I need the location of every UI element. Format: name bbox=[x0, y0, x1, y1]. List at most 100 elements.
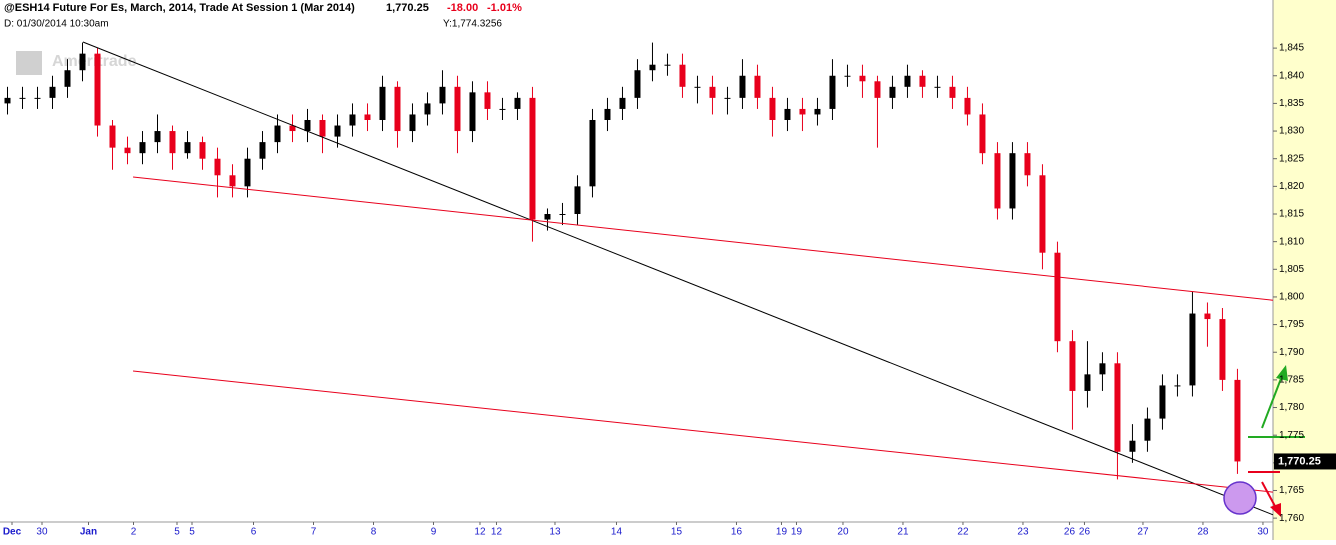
candle-body bbox=[49, 86, 56, 98]
x-tick-label: 12 bbox=[474, 527, 486, 538]
x-tick-label: 21 bbox=[897, 527, 909, 538]
candle-body bbox=[289, 125, 296, 132]
candle-body bbox=[634, 70, 641, 98]
candle-body bbox=[409, 114, 416, 132]
x-tick-label: 2 bbox=[131, 527, 137, 538]
last-price-box bbox=[1274, 453, 1336, 470]
candle-body bbox=[124, 147, 131, 154]
marks bbox=[4, 41, 1274, 516]
y-tick-label: 1,800 bbox=[1279, 292, 1304, 303]
watermark: Ameritrade bbox=[16, 51, 137, 75]
candle-body bbox=[259, 142, 266, 159]
candle-body bbox=[964, 97, 971, 115]
candle-body bbox=[4, 97, 11, 104]
candle-body bbox=[1069, 341, 1076, 391]
candle-body bbox=[589, 119, 596, 187]
candle-body bbox=[574, 186, 581, 214]
candle-body bbox=[244, 158, 251, 187]
candle-body bbox=[1129, 440, 1136, 452]
x-tick-label: 13 bbox=[549, 527, 561, 538]
x-tick-label: 23 bbox=[1017, 527, 1029, 538]
cursor-date: D: 01/30/2014 10:30am bbox=[4, 19, 109, 30]
candle-body bbox=[334, 125, 341, 137]
candle-body bbox=[619, 97, 626, 109]
up-arrow bbox=[1261, 375, 1283, 429]
candle-body bbox=[724, 97, 731, 99]
y-tick-label: 1,830 bbox=[1279, 126, 1304, 137]
candle-body bbox=[1054, 252, 1061, 342]
x-tick-label: Dec bbox=[3, 527, 22, 538]
x-tick-label: 30 bbox=[1257, 527, 1269, 538]
candle-body bbox=[874, 81, 881, 98]
candle-body bbox=[214, 158, 221, 176]
highlight-circle bbox=[1223, 481, 1257, 515]
candle-body bbox=[229, 175, 236, 187]
candle-body bbox=[274, 125, 281, 143]
y-tick-label: 1,795 bbox=[1279, 319, 1304, 330]
candle-body bbox=[1009, 153, 1016, 209]
watermark-text: Ameritrade bbox=[52, 53, 137, 70]
candle-body bbox=[814, 108, 821, 115]
candle-body bbox=[529, 97, 536, 220]
x-tick-label: 19 bbox=[791, 527, 803, 538]
candle-body bbox=[1084, 374, 1091, 391]
y-tick-label: 1,805 bbox=[1279, 264, 1304, 275]
candle-body bbox=[1114, 363, 1121, 452]
candle-body bbox=[304, 119, 311, 132]
x-tick-label: 26 bbox=[1079, 527, 1091, 538]
candle-body bbox=[949, 86, 956, 98]
candle-body bbox=[994, 153, 1001, 209]
x-tick-label: 5 bbox=[189, 527, 195, 538]
candle-body bbox=[739, 75, 746, 98]
candle-body bbox=[784, 108, 791, 120]
candle-body bbox=[169, 131, 176, 154]
x-tick-label: 14 bbox=[611, 527, 623, 538]
y-tick-label: 1,790 bbox=[1279, 347, 1304, 358]
candle-body bbox=[769, 97, 776, 120]
x-tick-label: 22 bbox=[957, 527, 969, 538]
candle-body bbox=[439, 86, 446, 104]
annotations bbox=[1223, 365, 1305, 517]
candle-body bbox=[379, 86, 386, 120]
trendline bbox=[132, 370, 1274, 493]
up-arrowhead bbox=[1276, 365, 1288, 381]
chart-title: @ESH14 Future For Es, March, 2014, Trade… bbox=[4, 2, 355, 14]
candle-body bbox=[664, 64, 671, 66]
candle-body bbox=[514, 97, 521, 109]
trendline bbox=[132, 176, 1274, 301]
candle-body bbox=[64, 70, 71, 87]
candle-body bbox=[559, 213, 566, 215]
x-tick-label: 6 bbox=[251, 527, 257, 538]
candle-body bbox=[1204, 313, 1211, 320]
candle-body bbox=[844, 75, 851, 77]
candle-body bbox=[829, 75, 836, 109]
x-tick-label: 9 bbox=[431, 527, 437, 538]
y-tick-label: 1,775 bbox=[1279, 430, 1304, 441]
candle-body bbox=[544, 213, 551, 220]
candle-body bbox=[364, 114, 371, 120]
candle-body bbox=[709, 86, 716, 98]
x-tick-label: Jan bbox=[80, 527, 97, 538]
y-tick-label: 1,820 bbox=[1279, 181, 1304, 192]
candle-body bbox=[889, 86, 896, 98]
y-tick-label: 1,760 bbox=[1279, 513, 1304, 524]
candle-body bbox=[424, 103, 431, 115]
candle-body bbox=[154, 131, 161, 143]
candle-body bbox=[904, 75, 911, 87]
candle-body bbox=[454, 86, 461, 132]
down-arrow bbox=[1261, 481, 1277, 509]
candle-body bbox=[199, 142, 206, 159]
y-tick-label: 1,785 bbox=[1279, 375, 1304, 386]
candle-body bbox=[19, 97, 26, 99]
candle-body bbox=[1219, 319, 1226, 380]
candle-body bbox=[484, 92, 491, 109]
x-tick-label: 15 bbox=[671, 527, 683, 538]
candle-body bbox=[934, 86, 941, 88]
last-price-label: 1,770.25 bbox=[1278, 455, 1321, 467]
y-tick-label: 1,840 bbox=[1279, 70, 1304, 81]
candle-body bbox=[394, 86, 401, 132]
candle-body bbox=[649, 64, 656, 71]
candle-body bbox=[799, 108, 806, 115]
change-pct: -1.01% bbox=[487, 2, 522, 14]
